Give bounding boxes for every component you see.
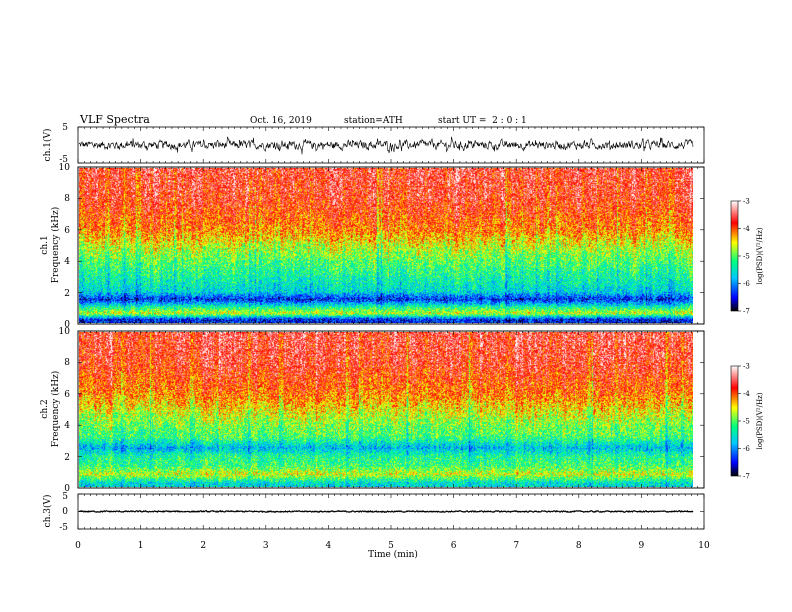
x-tick-labels: 0 1 2 3 4 5 6 7 8 9 10 xyxy=(75,541,710,551)
ch1-spec-ytick-10: 10 xyxy=(59,163,71,173)
ch3-ytick-top: 5 xyxy=(62,492,68,502)
colorbar-tick-label: -6 xyxy=(743,445,750,453)
colorbar-tick-label: -7 xyxy=(743,308,750,316)
ch2-spectrogram-image xyxy=(79,332,693,487)
colorbar-tick-label: -5 xyxy=(743,418,750,426)
ch1-waveform-panel: 5 -5 ch.1(V) xyxy=(42,123,705,165)
colorbar-2: -3 -4 -5 -6 -7 log(PSD)(V²/Hz) xyxy=(730,363,764,481)
colorbar-1: -3 -4 -5 -6 -7 log(PSD)(V²/Hz) xyxy=(730,198,764,316)
x-tick-label: 7 xyxy=(513,541,519,551)
x-tick-label: 4 xyxy=(326,541,332,551)
x-tick-label: 2 xyxy=(200,541,206,551)
ch1-ylabel: ch.1(V) xyxy=(42,129,53,162)
x-tick-label: 5 xyxy=(388,541,394,551)
ch1-spec-ylabel-freq: Frequency (kHz) xyxy=(50,207,61,284)
x-tick-label: 8 xyxy=(576,541,582,551)
ch2-spec-ytick-8: 8 xyxy=(64,358,70,368)
x-axis-label: Time (min) xyxy=(368,549,418,560)
ch3-waveform-line xyxy=(78,509,694,514)
ch2-spec-ytick-10: 10 xyxy=(59,327,71,337)
colorbar-tick-label: -3 xyxy=(743,363,750,371)
ch3-ylabel: ch.3(V) xyxy=(42,495,53,528)
colorbar-tick-label: -4 xyxy=(743,225,750,233)
x-tick-label: 3 xyxy=(263,541,269,551)
colorbar-tick-label: -3 xyxy=(743,198,750,206)
figure-title: VLF Spectra xyxy=(79,113,150,126)
ch1-spec-ytick-2: 2 xyxy=(64,289,70,299)
colorbar-tick-label: -6 xyxy=(743,280,750,288)
ch1-spectrogram-image xyxy=(79,168,693,323)
x-tick-label: 6 xyxy=(451,541,457,551)
ch3-ytick-bottom: -5 xyxy=(59,523,68,533)
x-tick-label: 9 xyxy=(639,541,645,551)
colorbar-tick-label: -7 xyxy=(743,473,750,481)
ch2-spec-ylabel-channel: ch.2 xyxy=(40,399,50,418)
ch1-spec-ytick-4: 4 xyxy=(64,257,70,267)
ch2-spec-ytick-4: 4 xyxy=(64,421,70,431)
ch2-spec-ytick-0: 0 xyxy=(64,484,70,494)
x-tick-label: 1 xyxy=(138,541,144,551)
ch2-spec-ytick-6: 6 xyxy=(64,390,70,400)
ch3-ytick-mid: 0 xyxy=(62,507,68,517)
start-time-label: start UT = 2 : 0 : 1 xyxy=(438,116,527,126)
ch2-spec-ylabel-freq: Frequency (kHz) xyxy=(50,371,61,448)
ch2-spectrogram-panel: 0 2 4 6 8 10 ch.2 Frequency (kHz) xyxy=(40,327,705,494)
station-label: station=ATH xyxy=(344,116,403,126)
ch3-waveform-panel: 5 0 -5 ch.3(V) xyxy=(42,492,705,533)
colorbar-1-label: log(PSD)(V²/Hz) xyxy=(756,227,764,284)
x-tick-label: 0 xyxy=(75,541,81,551)
ch1-spec-ytick-8: 8 xyxy=(64,194,70,204)
ch1-ytick-bottom: -5 xyxy=(59,155,68,165)
ch2-spec-ytick-2: 2 xyxy=(64,453,70,463)
ch1-spec-ylabel-channel: ch.1 xyxy=(40,235,50,254)
ch1-spec-ytick-6: 6 xyxy=(64,226,70,236)
ch1-ytick-top: 5 xyxy=(62,123,68,133)
ch1-spec-ytick-0: 0 xyxy=(64,320,70,330)
x-tick-label: 10 xyxy=(698,541,710,551)
ch1-spectrogram-panel: 0 2 4 6 8 10 ch.1 Frequency (kHz) xyxy=(40,163,705,330)
colorbar-tick-label: -5 xyxy=(743,253,750,261)
colorbar-2-label: log(PSD)(V²/Hz) xyxy=(756,392,764,449)
ch1-waveform-line xyxy=(78,136,694,155)
date-label: Oct. 16, 2019 xyxy=(250,116,312,126)
colorbar-tick-label: -4 xyxy=(743,390,750,398)
